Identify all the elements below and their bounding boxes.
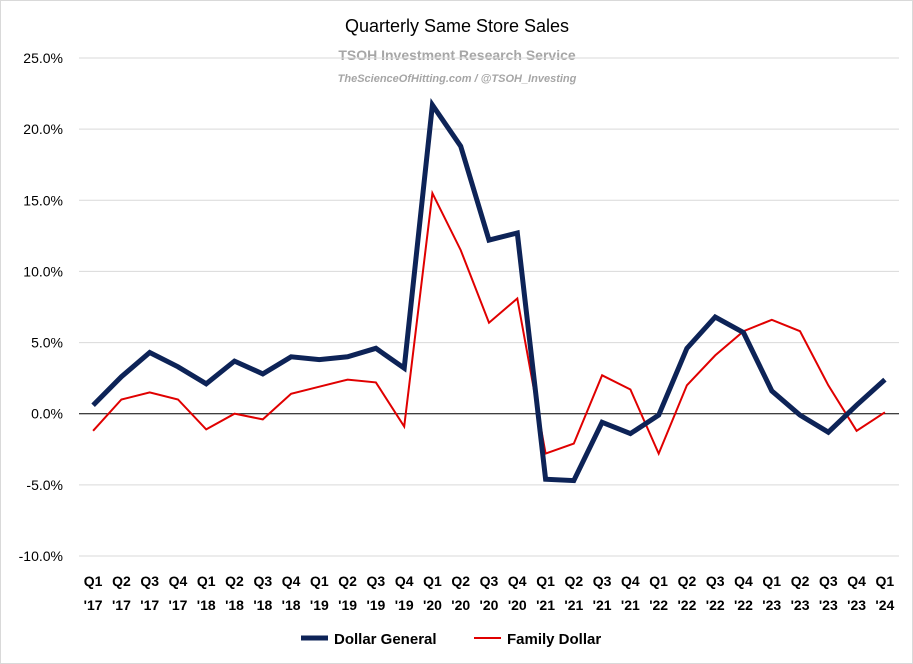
- series-line-dollar-general: [91, 98, 887, 484]
- x-tick-label-year: '20: [451, 597, 470, 613]
- series-line-family-dollar: [92, 189, 886, 457]
- x-tick-label-year: '21: [564, 597, 583, 613]
- x-tick-label-quarter: Q2: [678, 573, 697, 589]
- x-tick-label-quarter: Q3: [706, 573, 725, 589]
- y-tick-label: 20.0%: [23, 121, 63, 137]
- x-tick-label-quarter: Q2: [338, 573, 357, 589]
- legend: Dollar General Family Dollar: [301, 631, 601, 648]
- x-tick-label-year: '22: [677, 597, 696, 613]
- x-tick-label-quarter: Q2: [564, 573, 583, 589]
- x-tick-label-year: '22: [649, 597, 668, 613]
- x-tick-label-quarter: Q1: [423, 573, 442, 589]
- y-tick-label: 10.0%: [23, 263, 63, 279]
- x-tick-label-year: '19: [366, 597, 385, 613]
- x-tick-label-quarter: Q2: [225, 573, 244, 589]
- x-tick-label-year: '17: [84, 597, 103, 613]
- gridlines: [79, 57, 899, 557]
- x-tick-label-quarter: Q4: [734, 573, 753, 589]
- x-tick-label-year: '19: [395, 597, 414, 613]
- x-tick-label-year: '20: [480, 597, 499, 613]
- x-tick-label-year: '23: [791, 597, 810, 613]
- x-tick-label-quarter: Q1: [762, 573, 781, 589]
- x-tick-label-quarter: Q4: [508, 573, 527, 589]
- x-tick-label-year: '20: [508, 597, 527, 613]
- y-tick-label: 25.0%: [23, 50, 63, 66]
- x-tick-label-year: '17: [169, 597, 188, 613]
- y-axis-ticks: -10.0% -5.0% 0.0% 5.0% 10.0% 15.0% 20.0% 25.0%: [19, 50, 63, 564]
- x-tick-label-quarter: Q1: [536, 573, 555, 589]
- x-tick-label-quarter: Q4: [395, 573, 414, 589]
- chart-credit: TheScienceOfHitting.com / @TSOH_Investin…: [338, 73, 577, 85]
- x-tick-label-quarter: Q3: [480, 573, 499, 589]
- x-tick-label-year: '17: [140, 597, 159, 613]
- y-tick-label: 0.0%: [31, 406, 63, 422]
- x-tick-label-year: '17: [112, 597, 131, 613]
- x-tick-label-quarter: Q3: [367, 573, 386, 589]
- x-tick-label-quarter: Q3: [253, 573, 272, 589]
- x-tick-label-year: '23: [762, 597, 781, 613]
- x-tick-label-year: '22: [706, 597, 725, 613]
- x-tick-label-quarter: Q4: [621, 573, 640, 589]
- x-tick-label-year: '21: [621, 597, 640, 613]
- x-tick-label-year: '23: [819, 597, 838, 613]
- x-tick-label-quarter: Q2: [451, 573, 470, 589]
- x-tick-label-year: '21: [593, 597, 612, 613]
- legend-label: Family Dollar: [507, 631, 601, 648]
- x-tick-label-quarter: Q3: [140, 573, 159, 589]
- x-tick-label-quarter: Q1: [310, 573, 329, 589]
- x-tick-label-quarter: Q2: [112, 573, 131, 589]
- x-tick-label-year: '18: [253, 597, 272, 613]
- y-tick-label: 15.0%: [23, 192, 63, 208]
- x-tick-label-year: '22: [734, 597, 753, 613]
- x-tick-label-year: '18: [282, 597, 301, 613]
- y-tick-label: -10.0%: [19, 548, 63, 564]
- x-tick-label-year: '19: [310, 597, 329, 613]
- y-tick-label: -5.0%: [26, 477, 63, 493]
- x-tick-label-year: '23: [847, 597, 866, 613]
- chart-subtitle: TSOH Investment Research Service: [338, 47, 576, 63]
- chart-title: Quarterly Same Store Sales: [345, 16, 569, 36]
- x-tick-label-quarter: Q1: [876, 573, 895, 589]
- x-tick-label-year: '18: [225, 597, 244, 613]
- x-tick-label-year: '19: [338, 597, 357, 613]
- x-tick-label-year: '24: [875, 597, 894, 613]
- x-axis-ticks: Q1 '17 Q2 '17 Q3 '17 Q4 '17 Q1 '18 Q2 '18 Q3 '18 Q4 '18…: [84, 573, 895, 613]
- x-tick-label-year: '18: [197, 597, 216, 613]
- x-tick-label-quarter: Q1: [84, 573, 103, 589]
- x-tick-label-quarter: Q1: [649, 573, 668, 589]
- x-tick-label-quarter: Q3: [593, 573, 612, 589]
- series-lines: [91, 98, 887, 484]
- x-tick-label-quarter: Q4: [282, 573, 301, 589]
- x-tick-label-quarter: Q4: [169, 573, 188, 589]
- x-tick-label-quarter: Q3: [819, 573, 838, 589]
- x-tick-label-quarter: Q2: [791, 573, 810, 589]
- y-tick-label: 5.0%: [31, 335, 63, 351]
- x-tick-label-quarter: Q4: [847, 573, 866, 589]
- legend-label: Dollar General: [334, 631, 437, 648]
- x-tick-label-quarter: Q1: [197, 573, 216, 589]
- x-tick-label-year: '20: [423, 597, 442, 613]
- x-tick-label-year: '21: [536, 597, 555, 613]
